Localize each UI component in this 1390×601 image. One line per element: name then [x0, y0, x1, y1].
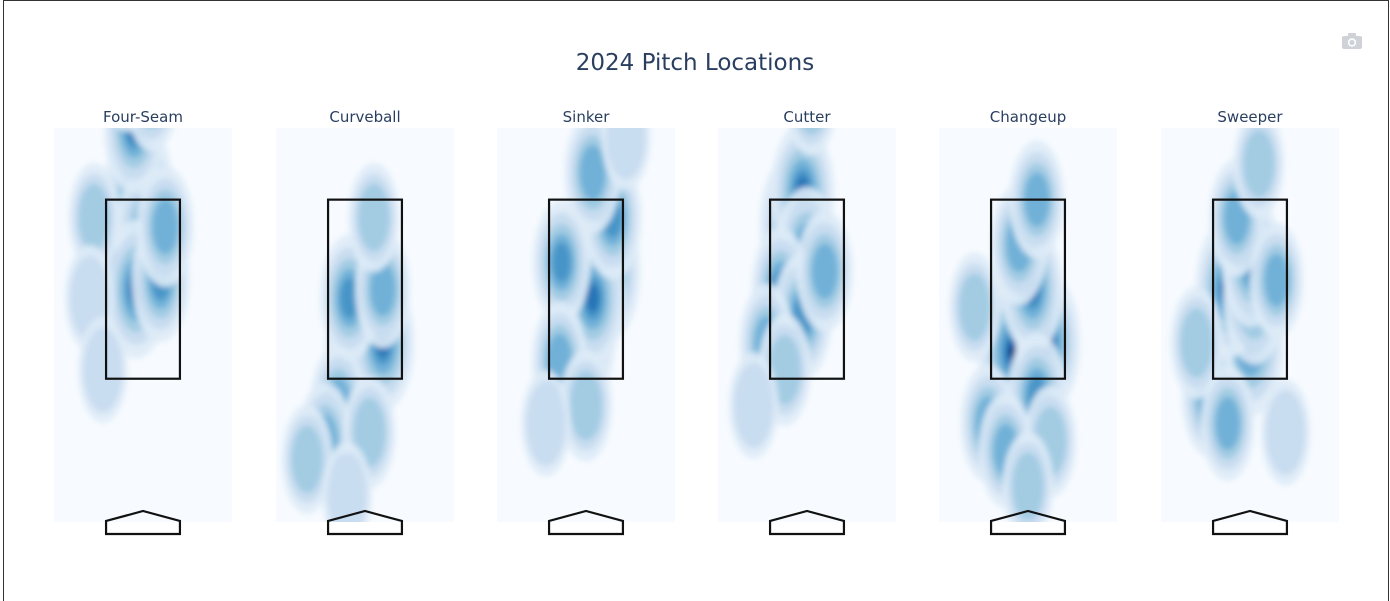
density-peak: [789, 128, 834, 156]
density-contour: [1215, 396, 1241, 451]
density-contour: [1264, 253, 1290, 307]
density-peak: [78, 316, 128, 423]
strike-zone: [1211, 198, 1289, 380]
home-plate: [1211, 509, 1289, 536]
subplot-sinker: Sinker: [497, 108, 675, 536]
density-contour: [1265, 389, 1306, 476]
strike-zone: [768, 198, 846, 380]
density-contour: [129, 128, 174, 152]
density-peak: [1260, 379, 1311, 486]
density-peak: [1002, 431, 1054, 522]
chart-frame: [3, 0, 1389, 601]
density-contour: [78, 183, 110, 252]
density-contour: [148, 128, 156, 129]
density-peak: [601, 128, 651, 191]
density-peak: [348, 162, 400, 273]
density-contour: [353, 397, 386, 468]
density-contour: [606, 128, 646, 180]
density-peak: [322, 441, 373, 522]
density-contour: [358, 183, 390, 252]
density-contour: [552, 242, 571, 283]
density-contour: [579, 144, 606, 201]
strike-zone: [547, 198, 625, 380]
density-contour: [117, 128, 138, 132]
subplot-cutter: Cutter: [718, 108, 896, 536]
home-plate: [768, 509, 846, 536]
density-contour: [1010, 346, 1015, 358]
density-contour: [958, 273, 991, 341]
strike-zone: [989, 198, 1067, 380]
subplot-title: Sweeper: [1217, 108, 1283, 126]
density-contour: [1243, 129, 1275, 198]
density-contour: [291, 425, 323, 494]
density-contour: [115, 48, 140, 101]
density-peak: [1233, 128, 1285, 219]
density-peak: [559, 349, 613, 462]
density-peak: [796, 210, 854, 332]
strike-zone: [326, 198, 404, 380]
density-peak: [106, 28, 149, 132]
density-contour: [106, 28, 149, 120]
density-contour: [811, 243, 838, 300]
subplot-sweeper: Sweeper: [1161, 108, 1339, 536]
home-plate: [104, 509, 182, 536]
home-plate: [989, 509, 1067, 536]
density-contour: [733, 363, 774, 449]
subplot-title: Sinker: [563, 108, 611, 126]
density-peak: [129, 128, 174, 152]
density-contour: [569, 370, 603, 441]
subplot-title: Four-Seam: [103, 108, 183, 126]
density-peak: [728, 352, 779, 459]
density-contour: [152, 198, 179, 255]
subplot-title: Changeup: [990, 108, 1066, 126]
home-plate: [326, 509, 404, 536]
density-peak: [990, 183, 1048, 305]
chart-title: 2024 Pitch Locations: [575, 50, 815, 76]
density-contour: [586, 283, 600, 313]
subplot-curveball: Curveball: [276, 108, 454, 536]
strike-zone: [104, 198, 182, 380]
density-contour: [111, 39, 144, 110]
density-contour: [1012, 452, 1044, 521]
density-contour: [801, 128, 822, 136]
density-contour: [1180, 308, 1213, 378]
density-contour: [339, 277, 359, 319]
density-contour: [83, 327, 123, 413]
density-contour: [137, 128, 167, 140]
subplot-changeup: Changeup: [939, 108, 1117, 536]
density-contour: [370, 261, 396, 317]
density-contour: [327, 452, 368, 522]
density-peak: [949, 252, 1001, 362]
density-contour: [795, 128, 828, 145]
subplot-title: Curveball: [329, 108, 400, 126]
home-plate: [547, 509, 625, 536]
subplot-title: Cutter: [783, 108, 831, 126]
density-peak: [1170, 286, 1223, 400]
density-peak: [281, 404, 333, 514]
density-peak: [1200, 365, 1255, 482]
subplot-four-seam: Four-Seam: [54, 28, 232, 536]
camera-icon[interactable]: [1341, 32, 1363, 50]
density-peak: [521, 370, 571, 477]
density-contour: [526, 380, 566, 467]
density-peak: [532, 200, 591, 325]
